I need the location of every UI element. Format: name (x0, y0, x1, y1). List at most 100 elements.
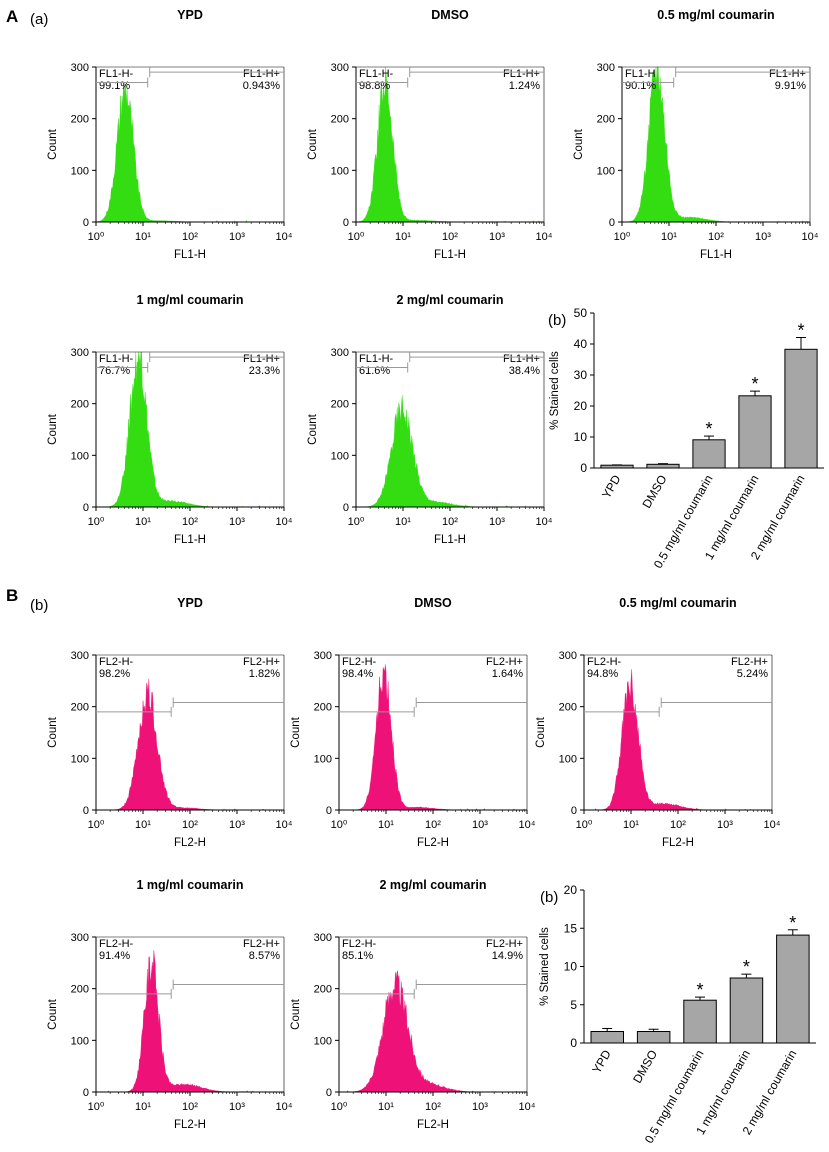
a-hist-3-y-tick-label: 300 (597, 62, 615, 74)
b-hist-4-x-label: FL2-H (174, 1119, 206, 1131)
b-hist-4-x-tick-label: 10⁴ (276, 1101, 293, 1113)
bar-chart-1-y-tick-label: 40 (574, 337, 588, 351)
bar-chart-1-significance-mark: * (705, 419, 712, 439)
b-hist-5-x-tick-label: 10⁰ (331, 1101, 348, 1113)
b-hist-3-title: 0.5 mg/ml coumarin (619, 596, 736, 610)
a-hist-1-neg-gate-label: FL1-H- (99, 68, 134, 80)
b-hist-2-y-label: Count (290, 716, 302, 747)
bar-chart-1-y-tick-label: 0 (580, 461, 587, 475)
b-hist-5-x-label: FL2-H (417, 1119, 449, 1131)
b-hist-4-neg-gate-pct: 91.4% (99, 950, 130, 962)
bar-chart-2-bar (636, 1031, 671, 1044)
b-hist-2-y-tick-label: 0 (326, 805, 332, 817)
b-hist-1-pos-gate-pct: 1.82% (249, 668, 280, 680)
bar-chart-2-bar (776, 934, 810, 1044)
a-hist-4-x-label: FL1-H (174, 534, 206, 546)
a-hist-3-y-label: Count (573, 128, 585, 159)
a-hist-3-neg-gate-label: FL1-H (625, 68, 656, 80)
a-hist-3-y-tick-label: 200 (597, 114, 615, 126)
a-hist-4-y-tick-label: 200 (71, 399, 89, 411)
a-hist-5-neg-gate-label: FL1-H- (359, 353, 394, 365)
b-hist-4-y-tick-label: 0 (83, 1087, 89, 1099)
b-hist-1-histogram-area (96, 678, 285, 811)
a-hist-4-x-tick-label: 10² (182, 516, 198, 528)
b-hist-4-y-tick-label: 300 (71, 932, 89, 944)
a-hist-5-y-tick-label: 300 (331, 347, 349, 359)
a-hist-1-y-tick-label: 0 (83, 217, 89, 229)
bar-chart-2-bar (729, 977, 764, 1044)
a-hist-3-x-tick-label: 10² (708, 231, 724, 243)
b-hist-1-title: YPD (177, 596, 203, 610)
a-hist-1-y-tick-label: 300 (71, 62, 89, 74)
a-hist-2-x-tick-label: 10² (442, 231, 458, 243)
bar-chart-2-bar (683, 999, 717, 1044)
b-hist-5-y-tick-label: 200 (314, 984, 332, 996)
a-hist-2-x-tick-label: 10³ (489, 231, 505, 243)
a-hist-3-x-tick-label: 10⁴ (802, 231, 819, 243)
b-hist-1-x-label: FL2-H (174, 837, 206, 849)
a-hist-2-x-tick-label: 10¹ (395, 231, 411, 243)
a-hist-2-x-label: FL1-H (434, 249, 466, 261)
bar-chart-2-y-tick-label: 15 (564, 921, 578, 935)
a-hist-2-title: DMSO (431, 8, 469, 22)
a-hist-1-x-tick-label: 10¹ (135, 231, 151, 243)
a-hist-1-x-tick-label: 10² (182, 231, 198, 243)
b-hist-2-title: DMSO (414, 596, 452, 610)
a-hist-5-title: 2 mg/ml coumarin (397, 293, 504, 307)
a-hist-5-pos-gate-pct: 38.4% (509, 365, 540, 377)
a-hist-3-x-tick-label: 10⁰ (614, 231, 631, 243)
b-hist-5-y-tick-label: 0 (326, 1087, 332, 1099)
a-hist-4-neg-gate-pct: 76.7% (99, 365, 130, 377)
b-hist-3-x-tick-label: 10⁰ (576, 819, 593, 831)
a-hist-2-neg-gate-label: FL1-H- (359, 68, 394, 80)
a-hist-3-x-tick-label: 10¹ (661, 231, 677, 243)
bar-chart-1-y-tick-label: 30 (574, 368, 588, 382)
b-hist-5-neg-gate-label: FL2-H- (342, 938, 377, 950)
a-hist-2-y-tick-label: 300 (331, 62, 349, 74)
b-hist-3-y-tick-label: 300 (559, 650, 577, 662)
a-hist-5-x-tick-label: 10⁰ (348, 516, 365, 528)
b-hist-2-histogram-area (339, 664, 527, 811)
b-hist-1-neg-gate-pct: 98.2% (99, 668, 130, 680)
bar-chart-2-y-tick-label: 10 (564, 960, 578, 974)
b-hist-4-pos-gate-label: FL2-H+ (243, 938, 280, 950)
b-hist-2-y-tick-label: 100 (314, 753, 332, 765)
b-hist-2-y-tick-label: 200 (314, 702, 332, 714)
a-hist-4-pos-gate-pct: 23.3% (249, 365, 280, 377)
a-hist-2-y-tick-label: 100 (331, 165, 349, 177)
a-hist-5-x-tick-label: 10² (442, 516, 458, 528)
b-hist-3-y-tick-label: 100 (559, 753, 577, 765)
a-hist-1-x-tick-label: 10³ (229, 231, 245, 243)
a-hist-4-y-tick-label: 0 (83, 502, 89, 514)
b-hist-1-y-tick-label: 100 (71, 753, 89, 765)
b-hist-5-y-tick-label: 100 (314, 1035, 332, 1047)
a-hist-3-neg-gate-pct: 90.1% (625, 80, 656, 92)
a-hist-4-pos-gate-label: FL1-H+ (243, 353, 280, 365)
b-hist-1-neg-gate-label: FL2-H- (99, 656, 134, 668)
a-hist-2-x-tick-label: 10⁴ (536, 231, 553, 243)
b-hist-3-y-tick-label: 200 (559, 702, 577, 714)
bar-chart-1-y-label: % Stained cells (549, 351, 561, 430)
bar-chart-2-y-tick-label: 20 (564, 883, 578, 897)
bar-chart-1-bar (784, 348, 818, 469)
b-hist-3-neg-gate-label: FL2-H- (587, 656, 622, 668)
b-hist-1-y-label: Count (47, 716, 59, 747)
bar-chart-2-y-label: % Stained cells (539, 927, 551, 1006)
b-hist-3-x-tick-label: 10² (670, 819, 686, 831)
b-hist-4-pos-gate-pct: 8.57% (249, 950, 280, 962)
a-hist-5-y-tick-label: 0 (343, 502, 349, 514)
a-hist-4-title: 1 mg/ml coumarin (137, 293, 244, 307)
a-hist-1-x-tick-label: 10⁴ (276, 231, 293, 243)
b-hist-2-y-tick-label: 300 (314, 650, 332, 662)
a-hist-5-y-label: Count (307, 413, 319, 444)
b-hist-5-x-tick-label: 10³ (472, 1101, 488, 1113)
a-hist-3-y-tick-label: 0 (609, 217, 615, 229)
bar-chart-1-significance-mark: * (797, 320, 804, 340)
b-hist-4-histogram-area (96, 950, 284, 1093)
b-hist-5-histogram-area (338, 970, 528, 1093)
a-hist-4-y-label: Count (47, 413, 59, 444)
b-hist-1-y-tick-label: 200 (71, 702, 89, 714)
bar-chart-2-significance-mark: * (789, 913, 796, 933)
a-hist-3-y-tick-label: 100 (597, 165, 615, 177)
